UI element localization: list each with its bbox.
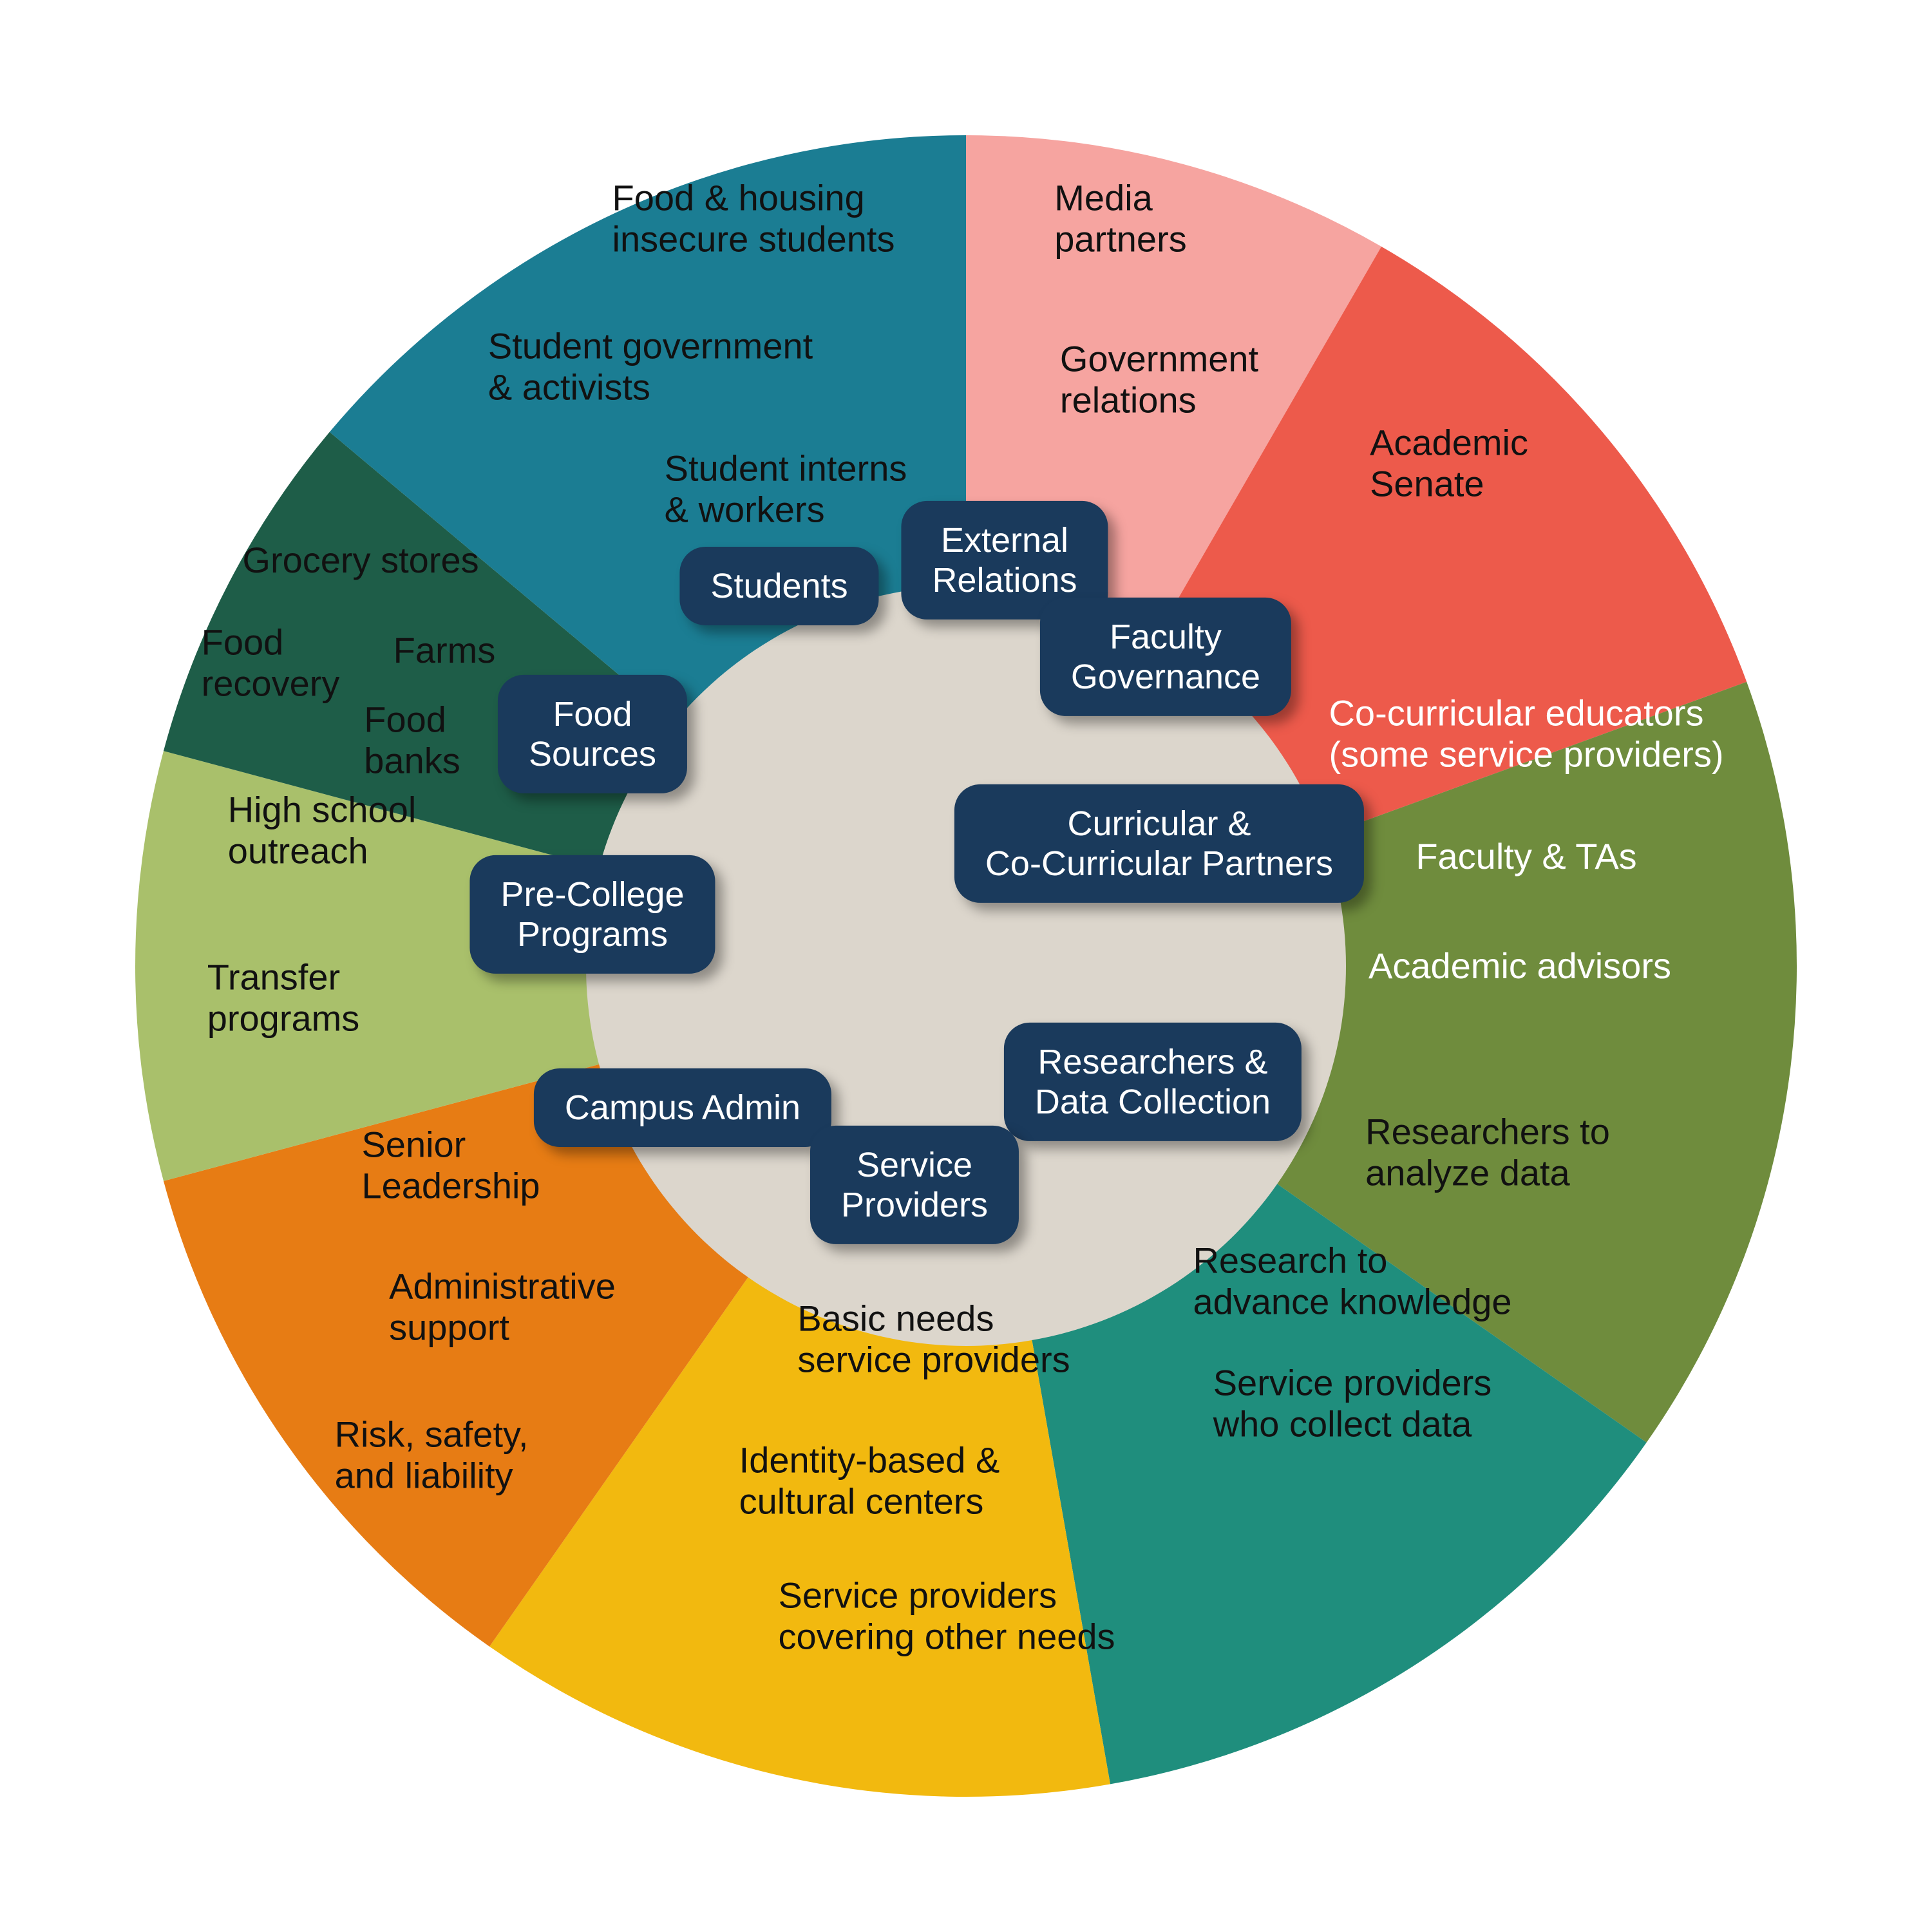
pill-service_providers: Service Providers: [810, 1126, 1019, 1244]
pill-students: Students: [679, 547, 878, 625]
pill-pre_college: Pre-College Programs: [469, 855, 715, 974]
pie-chart-svg: [0, 0, 1932, 1932]
diagram-stage: Media partnersGovernment relationsAcadem…: [0, 0, 1932, 1932]
pill-food_sources: Food Sources: [498, 675, 687, 793]
pill-curricular: Curricular & Co-Curricular Partners: [954, 784, 1364, 903]
pill-faculty_governance: Faculty Governance: [1040, 598, 1291, 716]
pill-campus_admin: Campus Admin: [534, 1068, 831, 1147]
pill-researchers: Researchers & Data Collection: [1004, 1023, 1302, 1141]
